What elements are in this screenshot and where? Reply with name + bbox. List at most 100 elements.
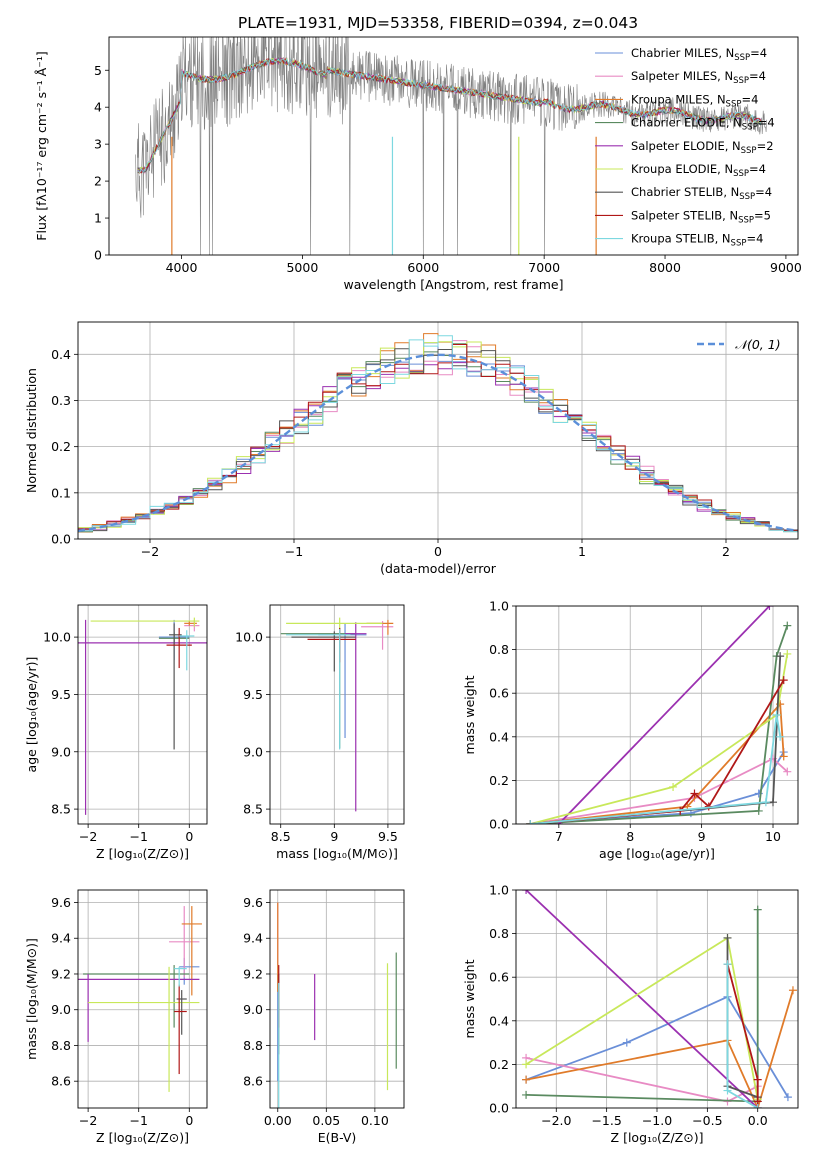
observed-spectrum [135,37,767,255]
weight-line-2 [525,990,794,1108]
weight-marker [690,789,699,798]
x-tick-label: −1 [285,544,303,559]
x-tick-label: −1.5 [591,1113,621,1128]
panel-spectrum: 4000 5000 6000 7000 8000 9000 0 1 2 3 4 5 wavelength… [34,14,802,292]
y-tick-label: 1 [94,211,102,226]
x-axis-label: Z [log₁₀(Z/Z⊙)] [96,1130,189,1145]
weight-line-3 [530,625,789,824]
panel-weight_vs_age: 7 8 9 10 0.0 0.2 0.4 0.6 0.8 1.0 age [log₁₀(age/yr… [462,599,799,861]
weight-marker [761,798,770,807]
plot-area [135,37,767,255]
x-tick-label: −2.0 [541,1113,571,1128]
y-tick-label: 9.0 [243,744,263,759]
y-tick-label: 0.2 [51,439,71,454]
panel-weight_vs_Z: −2.0 −1.5 −1.0 −0.5 0.0 0.0 0.2 0.4 0.6 0.8 1.0 Z [… [462,883,799,1145]
y-axis-label: age [log₁₀(age/yr)] [24,657,39,773]
y-tick-label: 1.0 [489,883,509,898]
x-tick-label: 1 [578,544,586,559]
y-tick-label: 9.0 [51,1002,71,1017]
panel-mass_vs_EBV: 0.00 0.05 0.10 8.6 8.8 9.0 9.2 9.4 9.6 E(B-V) [243,889,405,1145]
x-tick-label: 0.0 [748,1113,768,1128]
x-tick-label: 9.5 [378,829,398,844]
weight-marker [522,1090,531,1099]
weight-line-2 [530,701,785,824]
plot-area [78,605,207,824]
x-tick-label: −1 [129,829,147,844]
histogram-1 [78,340,798,531]
weight-marker [723,933,732,942]
x-tick-label: −2 [79,1113,97,1128]
y-tick-label: 0.6 [489,970,509,985]
x-tick-label: −2 [79,829,97,844]
y-axis-label: Normed distribution [24,368,39,493]
model-line-8 [137,57,762,174]
model-line-4 [137,57,761,173]
weight-line-7 [726,963,759,1102]
legend-label: 𝒩(0, 1) [735,337,781,352]
y-axis-label: Flux [fλ10⁻¹⁷ erg cm⁻² s⁻¹ Å⁻¹] [34,51,49,240]
y-tick-label: 9.2 [243,966,263,981]
y-tick-label: 5 [94,63,102,78]
x-tick-label: 9000 [770,260,802,275]
y-tick-label: 8.5 [51,802,71,817]
y-axis-label: mass [log₁₀(M/M⊙)] [24,938,39,1060]
plot-area [78,322,798,539]
x-tick-label: 7 [555,829,563,844]
y-tick-label: 0.4 [489,1013,509,1028]
legend-label: Kroupa ELODIE, NSSP=4 [631,162,766,179]
weight-marker [622,1038,631,1047]
weight-line-7 [530,679,785,824]
y-tick-label: 10.0 [235,630,263,645]
y-tick-label: 8.8 [243,1038,263,1053]
y-tick-label: 0.0 [489,817,509,832]
x-tick-label: 0.10 [361,1113,389,1128]
axes-frame [108,36,799,256]
weight-marker [788,986,797,995]
panel-residuals: −2 −1 0 1 2 0.0 0.1 0.2 0.3 0.4 (data-model)/error… [24,321,799,576]
weight-marker [753,1075,762,1084]
weight-line-8 [530,714,782,824]
x-tick-label: 0 [185,1113,193,1128]
panel-age_vs_mass: 8.5 9 9.5 8.5 9.0 9.5 10.0 mass [log₁₀(M/M⊙)] [235,604,405,861]
legend-label: Kroupa STELIB, NSSP=4 [631,232,763,249]
x-tick-label: 4000 [166,260,198,275]
y-tick-label: 0.4 [489,729,509,744]
x-tick-label: 5000 [286,260,318,275]
weight-marker [783,621,792,630]
y-tick-label: 0.4 [51,347,71,362]
weight-marker [779,752,788,761]
weight-marker [776,732,785,741]
y-tick-label: 0.6 [489,686,509,701]
weight-marker [669,782,678,791]
axes-frame [77,604,208,825]
y-tick-label: 0 [94,248,102,263]
axes-frame [269,889,405,1109]
x-tick-label: 6000 [407,260,439,275]
y-tick-label: 0.0 [51,532,71,547]
axes-frame [515,605,799,825]
x-tick-label: 10 [765,829,781,844]
panel-age_vs_Z: −2 −1 0 8.5 9.0 9.5 10.0 Z [log₁₀(Z/Z⊙)] age [lo… [24,604,208,861]
x-axis-label: Z [log₁₀(Z/Z⊙)] [611,1130,704,1145]
x-tick-label: 0 [185,829,193,844]
weight-line-4 [525,890,759,1108]
y-tick-label: 0.8 [489,926,509,941]
y-tick-label: 3 [94,137,102,152]
plot-area [270,890,404,1108]
axes-frame [77,889,208,1109]
weight-marker [754,806,763,815]
weight-marker [526,820,535,824]
histogram-6 [78,348,798,532]
weight-marker [522,1060,531,1069]
weight-marker [783,1093,792,1102]
x-tick-label: 8.5 [271,829,291,844]
axes-frame [77,321,799,540]
legend-label: Chabrier ELODIE, NSSP=4 [631,116,775,133]
y-tick-label: 4 [94,100,102,115]
panel-mass_vs_Z: −2 −1 0 8.6 8.8 9.0 9.2 9.4 9.6 Z [log₁₀(Z/Z⊙)] ma… [24,889,208,1145]
y-tick-label: 0.2 [489,773,509,788]
weight-marker [779,676,788,685]
x-tick-label: 0.05 [312,1113,340,1128]
y-axis-label: mass weight [462,675,477,754]
y-tick-label: 9.0 [51,744,71,759]
